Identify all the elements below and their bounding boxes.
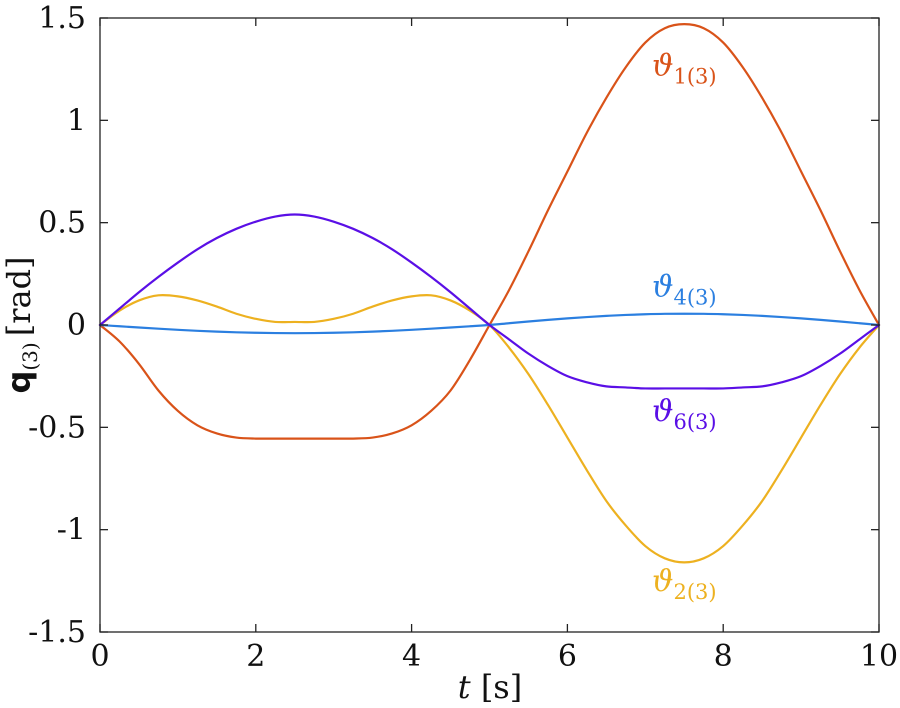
- series-line-4: [98, 213, 881, 390]
- y-tick-label: -1.5: [28, 615, 86, 650]
- series-label-symbol: ϑ: [652, 269, 673, 304]
- y-tick-label: 0: [67, 308, 86, 343]
- y-tick-label: 1: [67, 103, 86, 138]
- series-label-subscript: 4(3): [673, 285, 716, 309]
- series-label-1: ϑ1(3): [652, 48, 717, 88]
- series-label-symbol: ϑ: [652, 394, 673, 429]
- series-line-1: [98, 23, 881, 440]
- x-axis-label: t [s]: [458, 668, 522, 706]
- x-axis-var: t: [458, 668, 471, 706]
- series-label-4: ϑ6(3): [652, 394, 717, 434]
- series-label-subscript: 2(3): [673, 580, 716, 604]
- y-tick-labels: 1.5 1 0.5 0 -0.5 -1 -1.5: [28, 1, 86, 650]
- y-axis-label: q(3) [rad]: [0, 256, 42, 393]
- series-labels: ϑ1(3)ϑ2(3)ϑ4(3)ϑ6(3): [652, 48, 717, 604]
- series-label-subscript: 1(3): [673, 64, 716, 88]
- series-label-3: ϑ4(3): [652, 269, 717, 309]
- x-tick-label: 6: [558, 639, 577, 674]
- axis-ticks: [99, 17, 880, 633]
- x-tick-label: 8: [714, 639, 733, 674]
- y-axis-main: q: [0, 371, 38, 394]
- series-label-subscript: 6(3): [673, 410, 716, 434]
- series-label-symbol: ϑ: [652, 48, 673, 83]
- series-label-symbol: ϑ: [652, 564, 673, 599]
- x-tick-label: 0: [90, 639, 109, 674]
- y-axis-sub: (3): [18, 342, 42, 370]
- y-tick-label: -1: [57, 513, 86, 548]
- y-tick-label: 0.5: [38, 206, 86, 241]
- x-tick-label: 2: [246, 639, 265, 674]
- y-axis-unit: [rad]: [0, 256, 38, 336]
- x-tick-labels: 0 2 4 6 8 10: [90, 639, 898, 674]
- y-tick-label: 1.5: [38, 1, 86, 36]
- y-tick-label: -0.5: [28, 410, 86, 445]
- series-label-2: ϑ2(3): [652, 564, 717, 604]
- series-lines: [98, 23, 881, 564]
- x-tick-label: 4: [402, 639, 421, 674]
- series-line-2: [98, 293, 881, 564]
- x-axis-unit: [s]: [481, 668, 522, 706]
- x-tick-label: 10: [860, 639, 898, 674]
